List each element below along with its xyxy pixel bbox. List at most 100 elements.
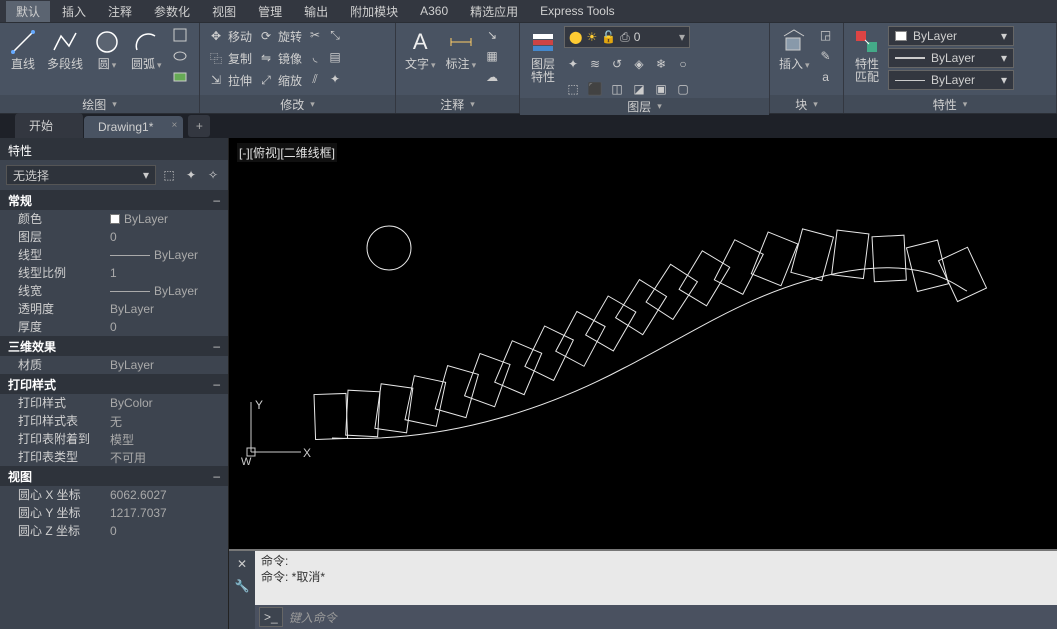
layer-icon-a[interactable]: ⬚: [564, 80, 582, 98]
fillet-icon[interactable]: ◟: [306, 48, 324, 66]
layer-iso-icon[interactable]: ◈: [630, 55, 648, 73]
property-row[interactable]: 透明度ByLayer: [0, 300, 228, 318]
menu-tab-4[interactable]: 视图: [202, 1, 246, 22]
explode-icon[interactable]: ✦: [326, 70, 344, 88]
panel-title-annot[interactable]: 注释: [396, 95, 519, 113]
block-create-icon[interactable]: ◲: [817, 26, 835, 44]
property-row[interactable]: 材质ByLayer: [0, 356, 228, 374]
new-tab-button[interactable]: +: [188, 115, 210, 137]
close-icon[interactable]: ×: [172, 120, 178, 131]
match-props-button[interactable]: 特性 匹配: [850, 26, 884, 86]
property-row[interactable]: 打印表附着到模型: [0, 430, 228, 448]
print-icon: ⎙: [620, 30, 630, 45]
block-attr-icon[interactable]: a: [817, 68, 835, 86]
property-row[interactable]: 图层0: [0, 228, 228, 246]
menu-tab-10[interactable]: Express Tools: [530, 2, 624, 20]
property-row[interactable]: 圆心 Y 坐标1217.7037: [0, 504, 228, 522]
scale-button[interactable]: ⤢缩放: [256, 70, 304, 90]
selection-combo[interactable]: 无选择▾: [6, 165, 156, 185]
ribbon: 直线 多段线 圆 圆弧 绘图 ✥移动: [0, 22, 1057, 114]
menu-tab-9[interactable]: 精选应用: [460, 1, 528, 22]
layer-icon-d[interactable]: ◪: [630, 80, 648, 98]
property-row[interactable]: 打印样式表无: [0, 412, 228, 430]
property-row[interactable]: 线型比例1: [0, 264, 228, 282]
property-row[interactable]: 圆心 Z 坐标0: [0, 522, 228, 540]
menu-tab-5[interactable]: 管理: [248, 1, 292, 22]
layer-icon-f[interactable]: ▢: [674, 80, 692, 98]
layer-match-icon[interactable]: ≋: [586, 55, 604, 73]
menu-tab-11[interactable]: [627, 2, 660, 20]
panel-title-props[interactable]: 特性: [844, 95, 1056, 113]
drawing-area[interactable]: [-][俯视][二维线框] Y X W ✕ 🔧: [229, 138, 1057, 629]
polyline-button[interactable]: 多段线: [44, 26, 86, 73]
layer-off-icon[interactable]: ○: [674, 55, 692, 73]
layer-prev-icon[interactable]: ↺: [608, 55, 626, 73]
menu-tab-6[interactable]: 输出: [294, 1, 338, 22]
line-button[interactable]: 直线: [6, 26, 40, 73]
menu-tab-2[interactable]: 注释: [98, 1, 142, 22]
property-row[interactable]: 颜色ByLayer: [0, 210, 228, 228]
panel-title-layer[interactable]: 图层: [520, 98, 769, 115]
svg-text:X: X: [303, 446, 311, 460]
panel-title-block[interactable]: 块: [770, 95, 843, 113]
menu-tab-1[interactable]: 插入: [52, 1, 96, 22]
layer-freeze-icon[interactable]: ❄: [652, 55, 670, 73]
pick-add-icon[interactable]: ⬚: [160, 166, 178, 184]
layer-icon-b[interactable]: ⬛: [586, 80, 604, 98]
circle-button[interactable]: 圆: [90, 26, 124, 74]
svg-text:Y: Y: [255, 398, 263, 412]
property-row[interactable]: 线型ByLayer: [0, 246, 228, 264]
property-row[interactable]: 打印样式ByColor: [0, 394, 228, 412]
file-tab-1[interactable]: Drawing1*×: [84, 116, 183, 138]
file-tab-0[interactable]: 开始: [15, 113, 83, 138]
linetype-combo[interactable]: ByLayer▾: [888, 70, 1014, 90]
block-edit-icon[interactable]: ✎: [817, 47, 835, 65]
layer-icon-c[interactable]: ◫: [608, 80, 626, 98]
panel-title-modify[interactable]: 修改: [200, 95, 395, 113]
trim-icon[interactable]: ✂: [306, 26, 324, 44]
draw-small-2[interactable]: [171, 47, 189, 65]
insert-button[interactable]: 插入: [776, 26, 813, 74]
rotate-button[interactable]: ⟳旋转: [256, 26, 304, 46]
move-button[interactable]: ✥移动: [206, 26, 254, 46]
arc-button[interactable]: 圆弧: [128, 26, 165, 74]
select-icon[interactable]: ✧: [204, 166, 222, 184]
layer-props-button[interactable]: 图层 特性: [526, 26, 560, 86]
cloud-icon[interactable]: ☁: [483, 68, 501, 86]
layer-icon-e[interactable]: ▣: [652, 80, 670, 98]
stretch-button[interactable]: ⇲拉伸: [206, 70, 254, 90]
cmd-input[interactable]: >_ 键入命令: [255, 605, 1057, 629]
extend-icon[interactable]: ⤡: [326, 26, 344, 44]
cmd-wrench-icon[interactable]: 🔧: [233, 577, 251, 595]
leader-icon[interactable]: ↘: [483, 26, 501, 44]
offset-icon[interactable]: ⫽: [306, 70, 324, 88]
section-header[interactable]: 视图–: [0, 466, 228, 486]
copy-button[interactable]: ⿻复制: [206, 48, 254, 68]
section-header[interactable]: 常规–: [0, 190, 228, 210]
property-row[interactable]: 线宽ByLayer: [0, 282, 228, 300]
draw-small-1[interactable]: [171, 26, 189, 44]
quick-select-icon[interactable]: ✦: [182, 166, 200, 184]
panel-block: 插入 ◲ ✎ a 块: [770, 23, 844, 113]
menu-tab-8[interactable]: A360: [410, 2, 458, 20]
property-row[interactable]: 圆心 X 坐标6062.6027: [0, 486, 228, 504]
dimension-button[interactable]: 标注: [443, 26, 480, 74]
section-header[interactable]: 三维效果–: [0, 336, 228, 356]
table-icon[interactable]: ▦: [483, 47, 501, 65]
layer-make-icon[interactable]: ✦: [564, 55, 582, 73]
draw-small-3[interactable]: [171, 68, 189, 86]
section-header[interactable]: 打印样式–: [0, 374, 228, 394]
cmd-close-icon[interactable]: ✕: [233, 555, 251, 573]
menu-tab-7[interactable]: 附加模块: [340, 1, 408, 22]
color-combo[interactable]: ByLayer▾: [888, 26, 1014, 46]
text-button[interactable]: A 文字: [402, 26, 439, 74]
mirror-button[interactable]: ⇋镜像: [256, 48, 304, 68]
property-row[interactable]: 打印表类型不可用: [0, 448, 228, 466]
lineweight-combo[interactable]: ByLayer▾: [888, 48, 1014, 68]
property-row[interactable]: 厚度0: [0, 318, 228, 336]
layer-combo[interactable]: ⬤ ☀ 🔓 ⎙ 0 ▾: [564, 26, 690, 48]
menu-tab-0[interactable]: 默认: [6, 1, 50, 22]
array-icon[interactable]: ▤: [326, 48, 344, 66]
panel-title-draw[interactable]: 绘图: [0, 95, 199, 113]
menu-tab-3[interactable]: 参数化: [144, 1, 200, 22]
